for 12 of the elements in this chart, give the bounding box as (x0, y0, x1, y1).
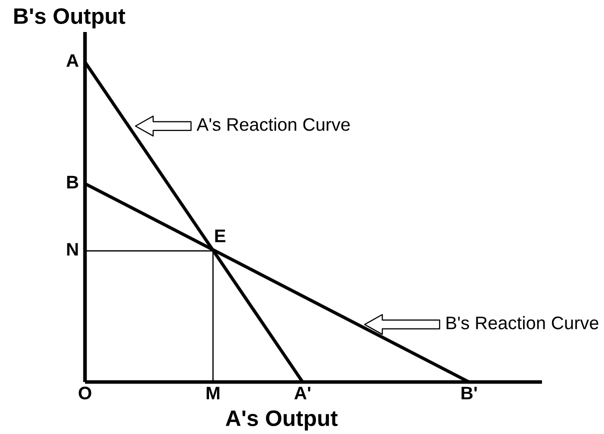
x-tick-label: A' (294, 386, 310, 400)
annotation: A (66, 54, 79, 67)
annotation: E (215, 230, 226, 242)
x-axis-title: A's Output (226, 410, 338, 431)
annotation: N (67, 243, 78, 256)
legend-label: A's Reaction Curve (196, 118, 350, 131)
x-tick-label: M (206, 386, 220, 400)
legend-label: B's Reaction Curve (446, 316, 598, 330)
y-axis-title: B's Output (14, 8, 126, 28)
annotation: B (67, 176, 78, 188)
x-tick-label: B' (462, 386, 477, 400)
x-tick-label: O (78, 386, 92, 400)
